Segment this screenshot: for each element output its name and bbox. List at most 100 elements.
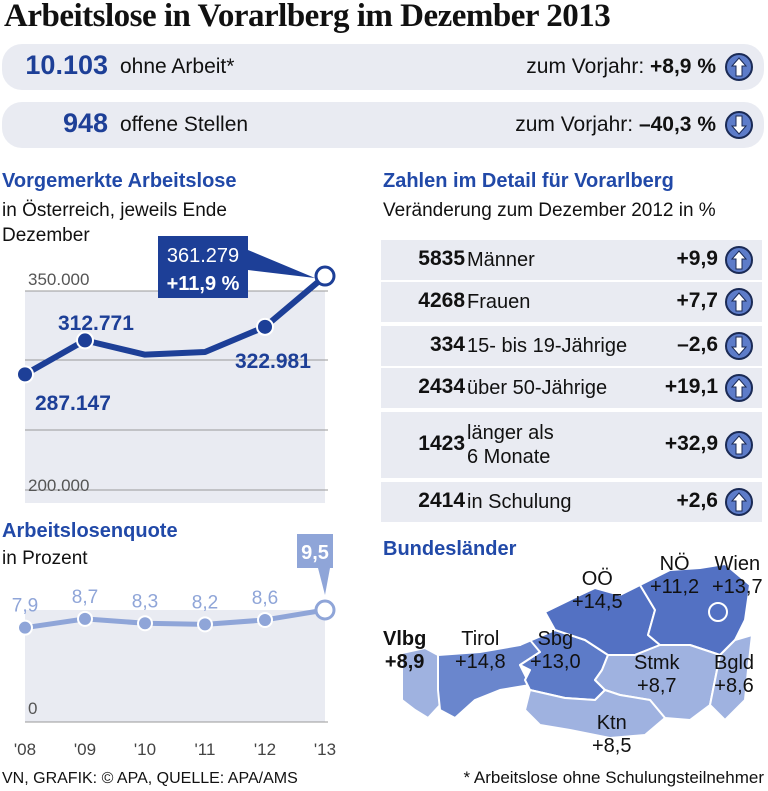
chart2-subtitle: in Prozent (2, 548, 88, 569)
summary-open-positions: 948 offene Stellen zum Vorjahr: –40,3 % (2, 102, 764, 148)
chart1-subtitle: in Österreich, jeweils Ende Dezember (2, 200, 227, 246)
row-label: länger als (467, 422, 554, 444)
arrow-up-icon (725, 374, 753, 402)
map-region-ktn (524, 689, 666, 739)
state-change: +8,6 (714, 675, 754, 697)
state-change: +8,7 (637, 675, 677, 697)
data-label: 8,2 (192, 592, 218, 613)
state-name: Bgld (714, 652, 755, 674)
callout-value: 9,5 (301, 542, 329, 564)
detail-subtitle: Veränderung zum Dezember 2012 in % (383, 200, 716, 221)
plot-background (25, 610, 325, 722)
state-change: +8,9 (384, 651, 425, 673)
row-value: 5835 (418, 247, 465, 270)
x-tick-label: '12 (254, 740, 276, 759)
row-change: +7,7 (676, 289, 718, 312)
change-value: –40,3 % (638, 113, 716, 136)
map-label-ktn: Ktn +8,5 (592, 712, 631, 758)
state-name: Vlbg (383, 628, 427, 650)
row-label-2: 6 Monate (467, 446, 551, 468)
arrow-up-icon (725, 53, 753, 81)
map-label-sbg: Sbg +13,0 (530, 628, 581, 674)
state-name: Wien (714, 553, 761, 575)
summary-label: offene Stellen (120, 113, 249, 136)
detail-row: 1423 länger als 6 Monate +32,9 (381, 412, 762, 478)
data-point (137, 615, 153, 632)
detail-row: 2414 in Schulung +2,6 (381, 482, 762, 522)
data-label: 287.147 (35, 392, 111, 415)
summary-value: 10.103 (25, 50, 108, 80)
series-line (23, 273, 327, 377)
page-title: Arbeitslose in Vorarlberg im Dezember 20… (4, 0, 611, 34)
arrow-up-icon (725, 431, 753, 459)
row-value: 1423 (418, 432, 465, 455)
map-region-wien (708, 602, 728, 622)
state-name: NÖ (659, 553, 690, 575)
state-name: Ktn (596, 712, 627, 734)
state-change: +11,2 (650, 576, 700, 598)
line-charts: 350.000 200.000 287.147 312.771 322.981 361.2… (12, 236, 336, 759)
arrow-down-icon (725, 332, 753, 360)
map-label-tirol: Tirol +14,8 (455, 628, 506, 674)
state-change: +14,8 (455, 651, 506, 673)
callout-change: +11,9 % (167, 273, 240, 295)
plot-background (25, 291, 325, 503)
detail-row: 5835 Männer +9,9 (381, 240, 762, 280)
data-label: 312.771 (58, 312, 134, 335)
austria-map (401, 563, 753, 739)
summary-unemployed: 10.103 ohne Arbeit* zum Vorjahr: +8,9 % (2, 44, 764, 90)
detail-row: 334 15- bis 19-Jährige –2,6 (381, 326, 762, 366)
x-tick-label: '13 (314, 740, 336, 759)
data-point (16, 365, 34, 384)
callout-box (297, 534, 333, 595)
change-label: zum Vorjahr: (526, 55, 645, 78)
y-tick-label: 0 (28, 699, 37, 718)
row-value: 2434 (418, 375, 465, 398)
change-value: +8,9 % (650, 55, 716, 78)
arrow-up-icon (725, 246, 753, 274)
state-name: OÖ (581, 568, 613, 590)
row-change: +19,1 (664, 375, 718, 398)
map-title: Bundesländer (383, 538, 517, 560)
footnote: * Arbeitslose ohne Schulungsteilnehmer (463, 768, 764, 787)
data-point (314, 599, 336, 621)
x-tick-label: '10 (134, 740, 156, 759)
arrow-up-icon (725, 488, 753, 516)
data-point (256, 317, 274, 336)
callout-value: 361.279 (167, 245, 239, 267)
state-change: +13,0 (530, 651, 581, 673)
state-name: Stmk (634, 652, 680, 674)
map-label-vlbg: Vlbg +8,9 (383, 628, 426, 674)
arrow-down-icon (725, 111, 753, 139)
map-label-stmk: Stmk +8,7 (634, 652, 680, 698)
detail-title: Zahlen im Detail für Vorarlberg (383, 170, 674, 192)
row-label: Männer (467, 249, 535, 271)
summary-change: zum Vorjahr: +8,9 % (526, 55, 716, 79)
row-label: 15- bis 19-Jährige (467, 335, 628, 357)
data-point (197, 616, 213, 633)
data-label: 8,3 (132, 591, 158, 612)
y-tick-label: 200.000 (28, 476, 89, 495)
source-credit: VN, GRAFIK: © APA, QUELLE: APA/AMS (2, 770, 298, 787)
data-point (257, 611, 273, 628)
map-label-bgld: Bgld +8,6 (714, 652, 754, 698)
summary-change: zum Vorjahr: –40,3 % (515, 113, 716, 137)
data-point (77, 610, 93, 627)
y-tick-label: 350.000 (28, 270, 89, 289)
state-name: Tirol (461, 628, 500, 650)
row-label: über 50-Jährige (467, 377, 608, 399)
detail-row: 2434 über 50-Jährige +19,1 (381, 368, 762, 408)
summary-label: ohne Arbeit* (120, 55, 235, 78)
row-change: +32,9 (664, 432, 718, 455)
map-label-ooe: OÖ +14,5 (572, 568, 623, 614)
summary-value: 948 (62, 108, 108, 138)
map-label-wien: Wien +13,7 (712, 553, 763, 599)
state-change: +14,5 (572, 591, 623, 613)
map-region-stmk (594, 644, 721, 721)
map-label-noe: NÖ +11,2 (650, 553, 699, 599)
state-change: +13,7 (712, 576, 763, 598)
data-point (314, 265, 336, 287)
x-tick-label: '08 (14, 740, 36, 759)
x-tick-label: '09 (74, 740, 96, 759)
